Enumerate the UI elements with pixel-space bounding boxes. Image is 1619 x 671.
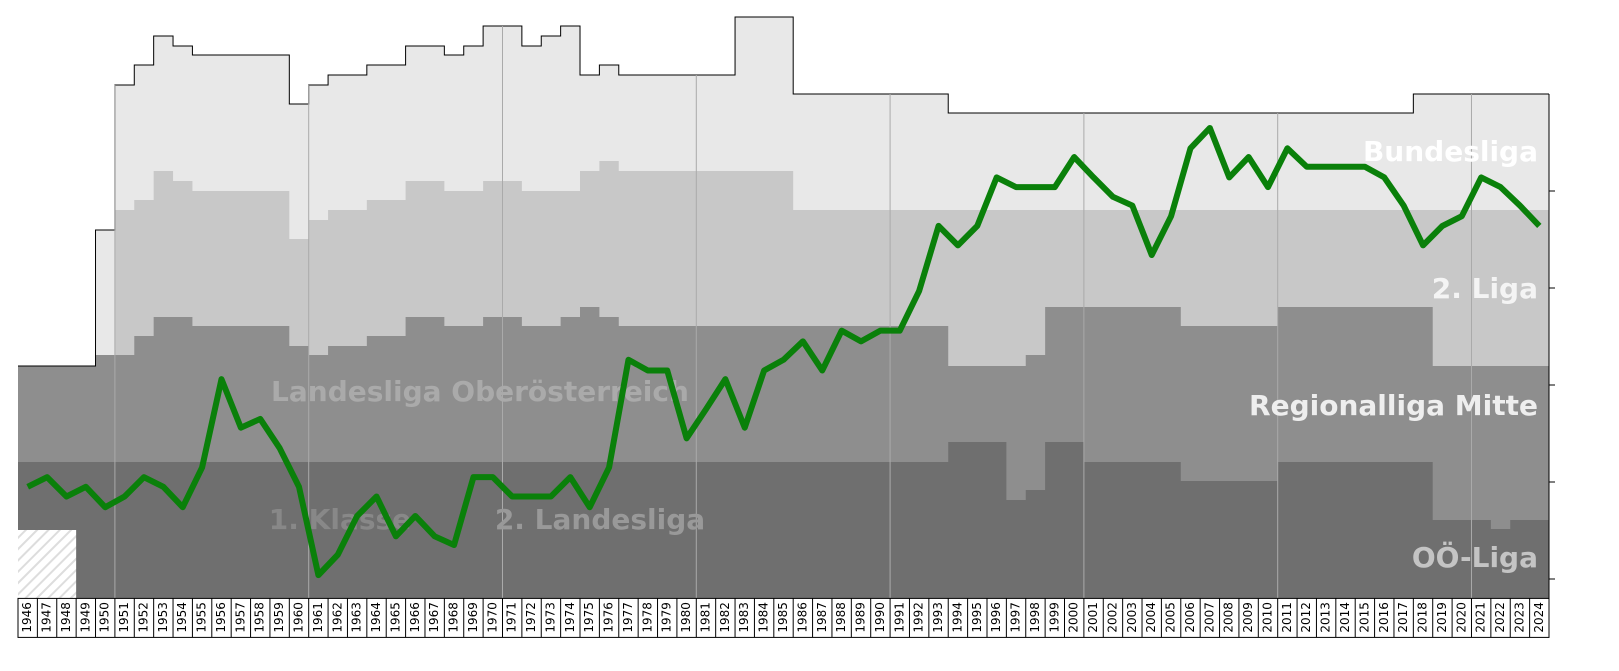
x-tick-label: 2014 — [1338, 602, 1352, 633]
x-tick-label: 1976 — [602, 602, 616, 633]
x-tick-label: 1991 — [892, 602, 906, 633]
x-tick-label: 1969 — [466, 602, 480, 633]
x-tick-label: 1979 — [660, 602, 674, 633]
x-tick-label: 1951 — [117, 602, 131, 633]
x-tick-label: 1973 — [543, 602, 557, 633]
x-tick-label: 1957 — [233, 602, 247, 633]
x-tick-label: 1953 — [156, 602, 170, 633]
x-tick-label: 1947 — [40, 602, 54, 633]
x-tick-label: 1998 — [1028, 602, 1042, 633]
x-tick-label: 1981 — [698, 602, 712, 633]
x-tick-label: 1963 — [350, 602, 364, 633]
x-tick-label: 2001 — [1086, 602, 1100, 633]
x-tick-label: 2008 — [1222, 602, 1236, 633]
x-tick-label: 2004 — [1144, 602, 1158, 633]
x-tick-label: 1952 — [136, 602, 150, 633]
league-label: OÖ-Liga — [1412, 540, 1538, 574]
x-tick-label: 1986 — [795, 602, 809, 633]
league-label: Bundesliga — [1363, 135, 1538, 168]
x-tick-label: 1999 — [1047, 602, 1061, 633]
x-tick-label: 2017 — [1396, 602, 1410, 633]
x-tick-label: 2009 — [1241, 602, 1255, 633]
plot: Bundesliga 2. Liga Regionalliga Mitte OÖ-Li… — [17, 94, 1555, 638]
x-tick-label: 1992 — [912, 602, 926, 633]
x-tick-label: 1970 — [485, 602, 499, 633]
x-tick-label: 1997 — [1009, 602, 1023, 633]
league-label: 2. Liga — [1432, 272, 1538, 305]
x-tick-label: 1982 — [718, 602, 732, 633]
x-tick-label: 2021 — [1474, 602, 1488, 633]
league-label: Regionalliga Mitte — [1249, 389, 1538, 422]
x-tick-label: 2003 — [1125, 602, 1139, 633]
league-outline — [18, 16, 1549, 367]
x-tick-label: 2020 — [1454, 602, 1468, 633]
x-tick-label: 1960 — [292, 602, 306, 633]
x-tick-label: 2011 — [1280, 602, 1294, 633]
x-tick-label: 1980 — [679, 602, 693, 633]
x-tick-label: 2006 — [1183, 602, 1197, 633]
x-tick-label: 1956 — [214, 602, 228, 633]
x-tick-label: 1987 — [815, 602, 829, 633]
x-tick-label: 1965 — [388, 602, 402, 633]
x-tick-label: 1949 — [78, 602, 92, 633]
x-tick-label: 1995 — [970, 602, 984, 633]
x-tick-label: 2018 — [1416, 602, 1430, 633]
x-tick-label: 2024 — [1532, 602, 1546, 633]
x-tick-label: 2002 — [1105, 602, 1119, 633]
x-tick-label: 1948 — [59, 602, 73, 633]
x-tick-label: 2012 — [1299, 602, 1313, 633]
x-tick-label: 2022 — [1493, 602, 1507, 633]
x-tick-label: 1978 — [640, 602, 654, 633]
x-tick-label: 1983 — [737, 602, 751, 633]
x-tick-label: 1977 — [621, 602, 635, 633]
x-tick-label: 2019 — [1435, 602, 1449, 633]
ranking-line — [26, 124, 1542, 579]
x-tick-label: 2007 — [1202, 602, 1216, 633]
x-tick-label: 1985 — [776, 602, 790, 633]
x-tick-label: 1988 — [834, 602, 848, 633]
x-tick-label: 1968 — [447, 602, 461, 633]
x-tick-label: 1964 — [369, 602, 383, 633]
x-tick-label: 1961 — [311, 602, 325, 633]
x-tick-label: 1993 — [931, 602, 945, 633]
x-tick-label: 2005 — [1164, 602, 1178, 633]
x-tick-label: 1994 — [950, 602, 964, 633]
league-band — [18, 442, 1549, 599]
x-tick-label: 2000 — [1067, 602, 1081, 633]
x-tick-label: 1954 — [175, 602, 189, 633]
x-tick-label: 1975 — [582, 602, 596, 633]
unknown-hatch — [18, 530, 77, 599]
x-tick-label: 2023 — [1512, 602, 1526, 633]
x-tick-label: 2015 — [1357, 602, 1371, 633]
x-tick-label: 1958 — [253, 602, 267, 633]
x-tick-label: 1971 — [505, 602, 519, 633]
x-tick-label: 1996 — [989, 602, 1003, 633]
x-tick-label: 2010 — [1260, 602, 1274, 633]
league-label: 2. Landesliga — [495, 503, 705, 536]
league-background — [18, 16, 1549, 599]
x-tick-label: 1962 — [330, 602, 344, 633]
x-tick-label: 1984 — [757, 602, 771, 633]
x-tick-label: 1950 — [98, 602, 112, 633]
x-tick-label: 1966 — [408, 602, 422, 633]
x-tick-label: 1989 — [854, 602, 868, 633]
x-tick-label: 1972 — [524, 602, 538, 633]
x-tick-label: 2016 — [1377, 602, 1391, 633]
x-tick-label: 1990 — [873, 602, 887, 633]
x-tick-label: 1967 — [427, 602, 441, 633]
x-tick-label: 1946 — [20, 602, 34, 633]
x-axis-box — [17, 597, 1550, 638]
x-tick-label: 2013 — [1319, 602, 1333, 633]
x-tick-label: 1974 — [563, 602, 577, 633]
x-tick-label: 1959 — [272, 602, 286, 633]
x-tick-label: 1955 — [195, 602, 209, 633]
